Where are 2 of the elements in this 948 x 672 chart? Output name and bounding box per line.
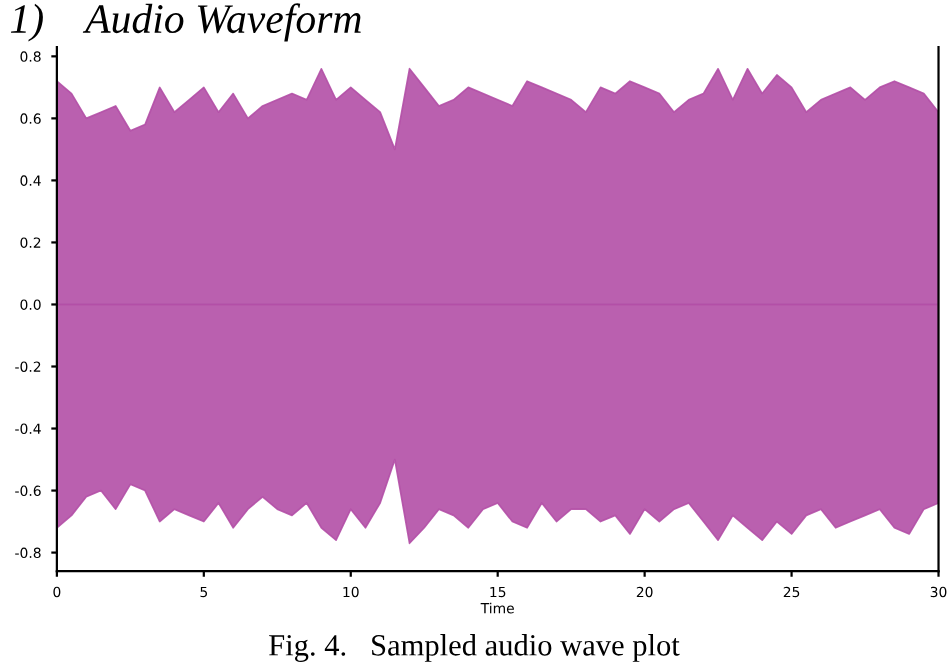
chart-title: 1) Audio Waveform [10,3,361,42]
caption: Fig. 4. Sampled audio wave plot [269,634,680,662]
